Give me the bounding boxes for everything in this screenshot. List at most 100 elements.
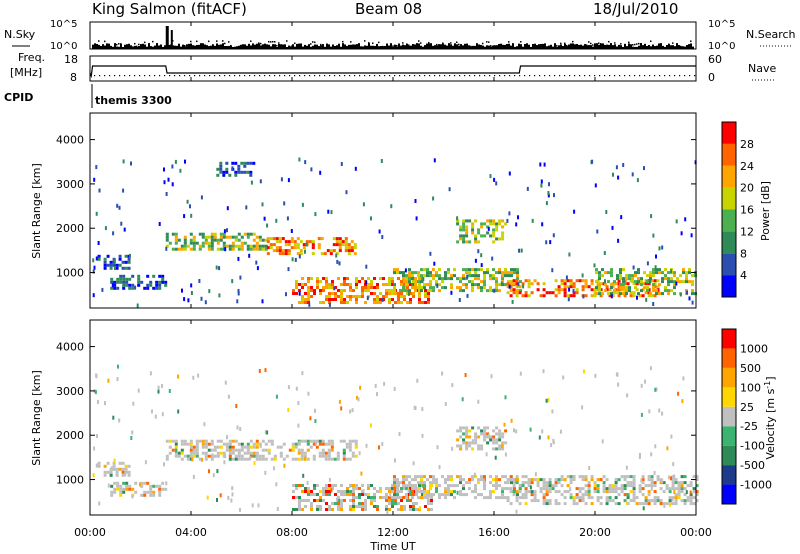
noise-bar	[154, 45, 156, 49]
noise-bar	[368, 43, 370, 49]
echo-cell	[432, 481, 435, 485]
echo-cell	[357, 397, 360, 402]
echo-cell	[393, 268, 396, 272]
echo-cell	[294, 445, 298, 449]
echo-cell	[272, 237, 276, 241]
echo-cell	[429, 487, 432, 491]
echo-cell	[301, 371, 304, 376]
echo-cell	[255, 445, 259, 449]
noise-bar	[260, 45, 262, 49]
echo-cell	[560, 478, 564, 482]
echo-cell	[409, 499, 412, 502]
echo-cell	[551, 268, 554, 273]
echo-cell	[252, 247, 256, 251]
echo-cell	[146, 283, 150, 287]
noise-bar	[642, 45, 644, 49]
echo-cell	[524, 294, 528, 298]
echo-cell	[590, 294, 594, 298]
echo-cell	[103, 470, 107, 474]
echo-cell	[252, 161, 256, 165]
echo-cell	[349, 298, 352, 301]
echo-cell	[385, 487, 388, 490]
echo-cell	[124, 254, 128, 258]
search-noise-dot	[300, 44, 302, 46]
echo-cell	[444, 487, 447, 491]
echo-cell	[113, 458, 116, 463]
echo-cell	[307, 391, 310, 396]
noise-bar	[100, 46, 102, 49]
echo-cell	[566, 475, 570, 479]
echo-cell	[121, 470, 125, 474]
echo-cell	[673, 292, 676, 296]
nave-dot	[559, 75, 561, 77]
echo-cell	[122, 286, 126, 290]
echo-cell	[313, 499, 316, 502]
echo-cell	[495, 438, 499, 442]
echo-cell	[685, 490, 688, 495]
noise-bar	[620, 45, 622, 49]
echo-cell	[512, 279, 516, 283]
echo-cell	[426, 493, 429, 497]
echo-cell	[275, 237, 279, 241]
echo-cell	[471, 447, 475, 451]
noise-bar	[566, 46, 568, 49]
echo-cell	[486, 496, 489, 500]
echo-cell	[459, 225, 463, 229]
search-noise-dot	[144, 41, 146, 44]
echo-cell	[201, 445, 205, 449]
echo-cell	[553, 193, 555, 198]
echo-cell	[610, 268, 613, 272]
echo-cell	[569, 496, 573, 500]
echo-cell	[97, 399, 99, 404]
search-noise-dot	[512, 43, 514, 45]
echo-cell	[381, 235, 384, 239]
echo-cell	[530, 490, 534, 494]
noise-bar	[106, 43, 108, 49]
echo-cell	[598, 286, 601, 290]
echo-cell	[112, 461, 116, 465]
echo-cell	[92, 293, 95, 298]
echo-cell	[128, 283, 132, 287]
echo-cell	[95, 165, 98, 170]
echo-cell	[243, 451, 247, 455]
echo-cell	[128, 487, 132, 491]
echo-cell	[111, 283, 114, 288]
echo-cell	[450, 475, 453, 479]
echo-cell	[636, 295, 638, 300]
echo-cell	[545, 201, 548, 206]
echo-cell	[113, 286, 117, 290]
search-noise-dot	[598, 42, 600, 44]
echo-cell	[355, 505, 358, 508]
echo-cell	[183, 238, 187, 242]
echo-cell	[325, 484, 328, 487]
echo-cell	[623, 282, 627, 286]
echo-cell	[465, 493, 468, 497]
echo-cell	[292, 490, 295, 493]
echo-cell	[653, 481, 657, 485]
echo-cell	[409, 493, 412, 496]
echo-cell	[287, 240, 291, 244]
nave-dot	[619, 75, 621, 77]
echo-cell	[670, 269, 672, 274]
echo-cell	[504, 283, 507, 287]
echo-cell	[400, 508, 403, 511]
echo-cell	[195, 445, 199, 449]
echo-cell	[316, 484, 319, 487]
echo-cell	[641, 502, 645, 506]
echo-cell	[396, 490, 399, 494]
echo-cell	[489, 289, 492, 293]
echo-cell	[379, 277, 382, 280]
echo-cell	[237, 291, 240, 296]
echo-cell	[397, 277, 400, 280]
echo-cell	[486, 225, 490, 229]
noise-bar	[320, 45, 322, 49]
echo-cell	[542, 502, 546, 506]
noise-bar	[316, 44, 318, 49]
echo-cell	[632, 478, 636, 482]
echo-cell	[426, 274, 429, 278]
echo-cell	[462, 487, 465, 491]
echo-cell	[628, 289, 631, 293]
noise-bar	[598, 44, 600, 49]
echo-cell	[225, 445, 229, 449]
search-noise-dot	[436, 43, 438, 46]
